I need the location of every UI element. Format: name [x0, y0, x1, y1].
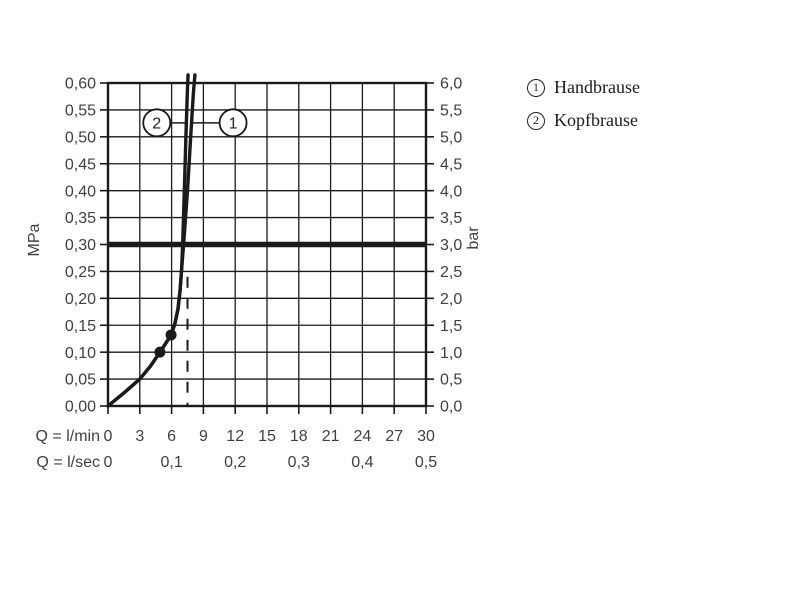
- x-axis-caption-lmin: Q = l/min: [36, 428, 100, 445]
- y-right-tick-label: 6,0: [440, 76, 462, 93]
- x-tick-label-lsec: 0: [104, 454, 113, 471]
- y-right-tick-label: 1,0: [440, 345, 462, 362]
- y-left-axis-unit-label: MPa: [26, 223, 43, 256]
- x-tick-label-lmin: 3: [135, 428, 144, 445]
- y-left-tick-label: 0,40: [65, 183, 96, 200]
- y-left-tick-label: 0,50: [65, 129, 96, 146]
- y-left-tick-label: 0,45: [65, 156, 96, 173]
- x-tick-label-lsec: 0,5: [415, 454, 437, 471]
- y-right-tick-label: 4,0: [440, 183, 462, 200]
- y-left-tick-label: 0,60: [65, 76, 96, 93]
- legend: 1 Handbrause 2 Kopfbrause: [527, 77, 640, 131]
- x-tick-label-lmin: 6: [167, 428, 176, 445]
- y-right-tick-label: 0,0: [440, 399, 462, 416]
- x-tick-label-lsec: 0,4: [351, 454, 373, 471]
- y-right-tick-label: 4,5: [440, 156, 462, 173]
- x-tick-label-lsec: 0,1: [160, 454, 182, 471]
- y-right-tick-label: 3,5: [440, 210, 462, 227]
- annotation-circle-2: [142, 108, 172, 138]
- y-left-tick-label: 0,20: [65, 291, 96, 308]
- annotation-number-1: 1: [229, 115, 238, 132]
- x-tick-label-lmin: 0: [104, 428, 113, 445]
- legend-item-handbrause: 1 Handbrause: [527, 77, 640, 98]
- legend-item-kopfbrause: 2 Kopfbrause: [527, 110, 640, 131]
- x-tick-label-lmin: 30: [417, 428, 435, 445]
- legend-label-handbrause: Handbrause: [554, 77, 640, 97]
- curve-kopfbrause: [106, 73, 190, 408]
- legend-label-kopfbrause: Kopfbrause: [554, 110, 638, 130]
- x-tick-label-lmin: 24: [354, 428, 372, 445]
- x-tick-label-lmin: 27: [385, 428, 403, 445]
- y-right-tick-label: 0,5: [440, 372, 462, 389]
- y-right-tick-label: 2,5: [440, 264, 462, 281]
- circled-number-2-icon: 2: [527, 111, 545, 130]
- y-left-tick-label: 0,55: [65, 103, 96, 120]
- data-point-marker: [165, 329, 177, 341]
- y-left-tick-label: 0,30: [65, 237, 96, 254]
- circled-number-1-icon: 1: [527, 78, 545, 97]
- y-left-tick-label: 0,10: [65, 345, 96, 362]
- x-tick-label-lmin: 15: [258, 428, 276, 445]
- y-left-tick-label: 0,05: [65, 372, 96, 389]
- annotation-number-2: 2: [152, 115, 161, 132]
- x-tick-label-lsec: 0,2: [224, 454, 246, 471]
- y-left-tick-label: 0,00: [65, 399, 96, 416]
- y-left-tick-label: 0,35: [65, 210, 96, 227]
- x-tick-label-lmin: 21: [322, 428, 340, 445]
- y-left-tick-label: 0,25: [65, 264, 96, 281]
- y-right-tick-label: 2,0: [440, 291, 462, 308]
- y-left-tick-label: 0,15: [65, 318, 96, 335]
- x-tick-label-lmin: 9: [199, 428, 208, 445]
- y-right-tick-label: 3,0: [440, 237, 462, 254]
- y-right-tick-label: 5,5: [440, 103, 462, 120]
- y-right-tick-label: 5,0: [440, 129, 462, 146]
- y-right-axis-unit-label: bar: [465, 226, 482, 250]
- x-tick-label-lmin: 12: [226, 428, 244, 445]
- annotation-circle-1: [218, 108, 248, 138]
- x-axis-caption-lsec: Q = l/sec: [36, 454, 100, 471]
- x-tick-label-lmin: 18: [290, 428, 308, 445]
- x-tick-label-lsec: 0,3: [288, 454, 310, 471]
- y-right-tick-label: 1,5: [440, 318, 462, 335]
- data-point-marker: [154, 346, 166, 358]
